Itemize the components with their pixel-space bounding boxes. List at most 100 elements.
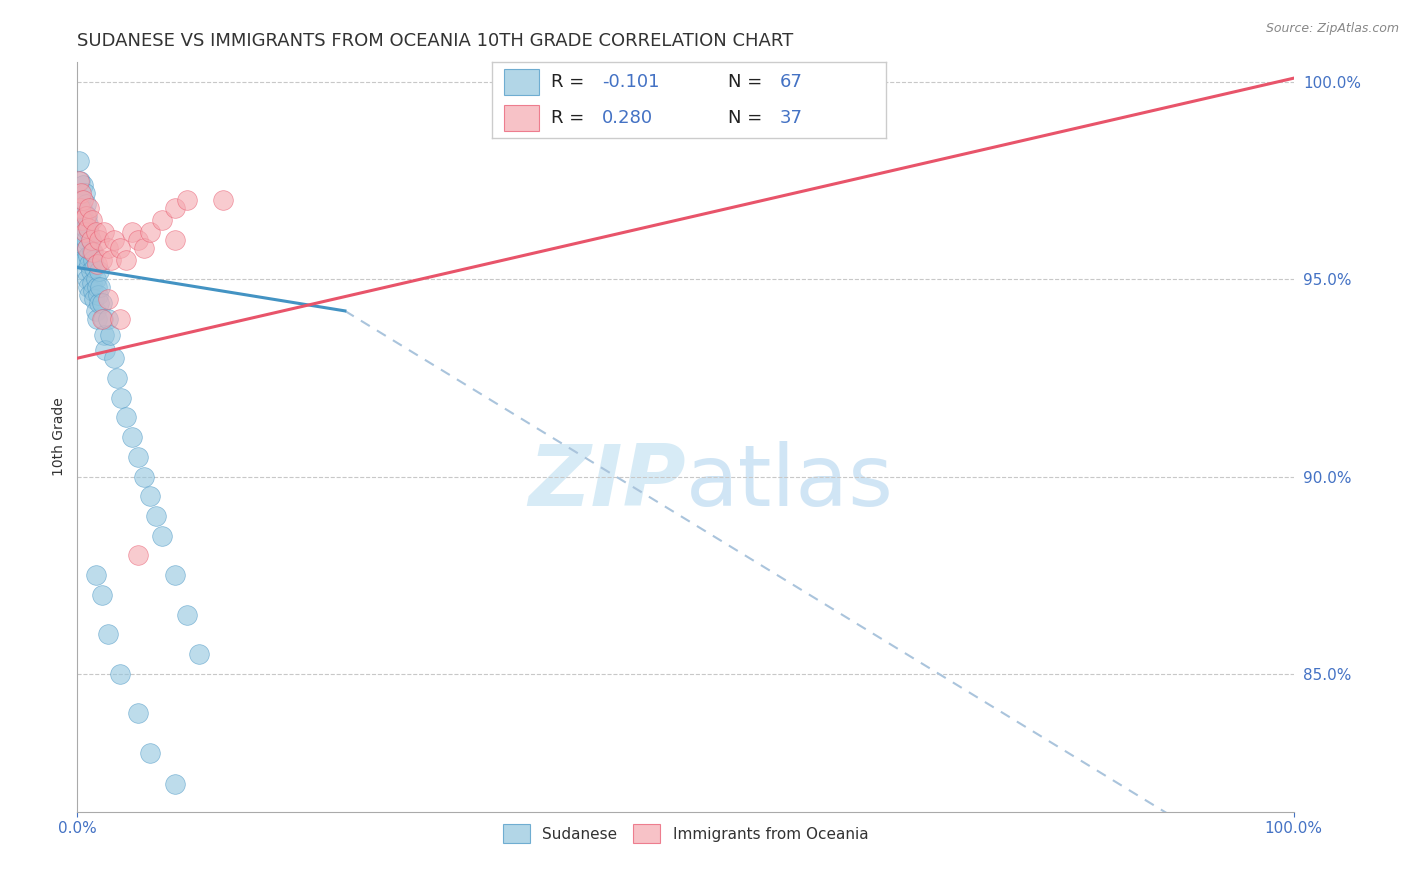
Point <box>89 233 111 247</box>
Point <box>72 252 94 267</box>
Point <box>73 252 96 267</box>
FancyBboxPatch shape <box>503 70 540 95</box>
Point <box>139 225 162 239</box>
Point <box>67 174 90 188</box>
Point <box>70 194 93 208</box>
Point <box>84 304 107 318</box>
Point <box>91 311 114 326</box>
Point <box>553 83 575 97</box>
Point <box>98 327 121 342</box>
Point <box>90 296 112 310</box>
Point <box>93 225 115 239</box>
Point <box>93 327 115 342</box>
Point <box>97 292 120 306</box>
Point <box>80 277 103 291</box>
Text: atlas: atlas <box>686 441 893 524</box>
Point <box>139 489 162 503</box>
Point <box>127 706 149 720</box>
Point <box>134 241 156 255</box>
Point <box>70 213 93 227</box>
Point <box>76 241 98 255</box>
Point <box>163 202 186 216</box>
Point <box>82 284 104 298</box>
Point <box>87 288 110 302</box>
Point <box>84 272 107 286</box>
Point <box>115 252 138 267</box>
Point <box>145 508 167 523</box>
Point <box>73 186 96 200</box>
Point <box>75 197 97 211</box>
Point <box>90 311 112 326</box>
Point <box>86 280 108 294</box>
Point <box>163 568 186 582</box>
Point <box>176 607 198 622</box>
Point <box>188 647 211 661</box>
Point <box>127 549 149 563</box>
Point <box>79 288 101 302</box>
Point <box>76 272 98 286</box>
Point <box>82 244 104 259</box>
Text: N =: N = <box>728 109 768 127</box>
Point <box>163 777 186 791</box>
Point <box>67 154 90 169</box>
Point <box>79 202 101 216</box>
Point <box>80 233 103 247</box>
Point <box>70 202 93 216</box>
Point <box>121 225 143 239</box>
Point <box>80 233 103 247</box>
Point <box>69 174 91 188</box>
Point <box>176 194 198 208</box>
Text: R =: R = <box>551 109 591 127</box>
Point <box>89 264 111 278</box>
Point <box>73 221 96 235</box>
Point <box>72 209 94 223</box>
Point <box>82 252 104 267</box>
Point <box>72 194 94 208</box>
Text: N =: N = <box>728 73 768 91</box>
Text: -0.101: -0.101 <box>602 73 659 91</box>
Point <box>75 264 97 278</box>
Point <box>97 627 120 641</box>
Point <box>127 450 149 464</box>
Point <box>77 217 100 231</box>
Point <box>134 469 156 483</box>
Point <box>76 209 98 223</box>
Point <box>70 225 93 239</box>
Point <box>115 410 138 425</box>
Point <box>80 244 103 259</box>
Point <box>103 351 125 366</box>
Text: 0.280: 0.280 <box>602 109 654 127</box>
Point <box>94 343 117 358</box>
Point <box>163 233 186 247</box>
Point <box>108 311 131 326</box>
Point <box>90 588 112 602</box>
Point <box>83 292 105 306</box>
Point <box>77 221 100 235</box>
Point <box>80 264 103 278</box>
Point <box>86 256 108 270</box>
Point <box>70 241 93 255</box>
Point <box>108 241 131 255</box>
Point <box>76 241 98 255</box>
Point <box>100 252 122 267</box>
FancyBboxPatch shape <box>503 105 540 130</box>
Text: R =: R = <box>551 73 591 91</box>
Text: SUDANESE VS IMMIGRANTS FROM OCEANIA 10TH GRADE CORRELATION CHART: SUDANESE VS IMMIGRANTS FROM OCEANIA 10TH… <box>77 32 793 50</box>
Point <box>75 209 97 223</box>
Point <box>103 233 125 247</box>
Point <box>139 746 162 760</box>
Point <box>97 311 120 326</box>
Point <box>73 225 96 239</box>
Point <box>212 194 235 208</box>
Point <box>80 213 103 227</box>
Text: 67: 67 <box>779 73 803 91</box>
Point <box>90 252 112 267</box>
Point <box>121 430 143 444</box>
Point <box>89 280 111 294</box>
Point <box>108 666 131 681</box>
Point <box>107 371 129 385</box>
Point <box>79 256 101 270</box>
Point <box>152 529 174 543</box>
Text: Source: ZipAtlas.com: Source: ZipAtlas.com <box>1265 22 1399 36</box>
Point <box>110 391 132 405</box>
